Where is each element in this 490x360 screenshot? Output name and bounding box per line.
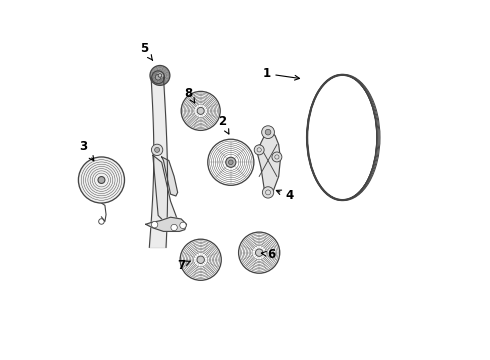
Text: 1: 1: [262, 67, 299, 80]
Text: 7: 7: [177, 258, 191, 271]
Polygon shape: [162, 157, 178, 196]
Circle shape: [197, 256, 204, 264]
Circle shape: [272, 152, 282, 162]
Text: 3: 3: [80, 140, 94, 161]
Text: 2: 2: [218, 115, 229, 134]
Circle shape: [158, 74, 162, 77]
Circle shape: [151, 144, 163, 156]
Circle shape: [255, 249, 263, 256]
Circle shape: [180, 222, 186, 229]
Circle shape: [98, 176, 105, 184]
Circle shape: [152, 71, 165, 84]
Circle shape: [155, 75, 161, 80]
Circle shape: [155, 147, 160, 152]
Ellipse shape: [308, 76, 377, 199]
Polygon shape: [146, 217, 187, 231]
Circle shape: [262, 126, 274, 139]
Text: 8: 8: [184, 87, 195, 103]
Circle shape: [262, 187, 274, 198]
Circle shape: [171, 224, 177, 231]
Circle shape: [226, 157, 236, 167]
Circle shape: [265, 129, 271, 135]
Circle shape: [254, 145, 264, 155]
Ellipse shape: [85, 179, 111, 195]
Text: 4: 4: [276, 189, 294, 202]
Circle shape: [197, 107, 204, 114]
Text: 5: 5: [140, 42, 152, 60]
Text: 6: 6: [261, 248, 276, 261]
Circle shape: [228, 160, 233, 165]
Polygon shape: [257, 130, 280, 196]
Circle shape: [151, 221, 158, 228]
Circle shape: [78, 157, 124, 203]
Polygon shape: [153, 155, 178, 224]
